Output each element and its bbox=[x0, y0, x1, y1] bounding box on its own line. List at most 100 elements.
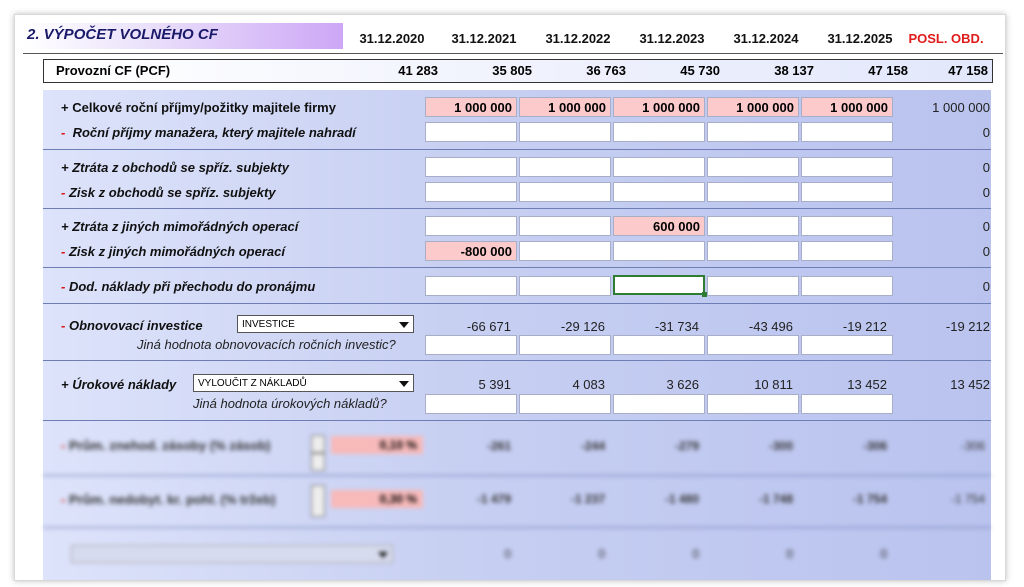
value-cell: -29 126 bbox=[560, 319, 605, 334]
chevron-down-icon bbox=[399, 322, 409, 328]
input-cell[interactable] bbox=[707, 182, 799, 202]
posl-value: 0 bbox=[982, 244, 990, 259]
input-cell[interactable] bbox=[425, 394, 517, 414]
input-cell[interactable] bbox=[801, 157, 893, 177]
input-cell[interactable] bbox=[801, 122, 893, 142]
header-date-2024: 31.12.2024 bbox=[733, 31, 799, 46]
input-cell[interactable] bbox=[519, 241, 611, 261]
blurred-value: -306 bbox=[862, 439, 887, 453]
header-date-2022: 31.12.2022 bbox=[545, 31, 611, 46]
input-cell[interactable]: 1 000 000 bbox=[613, 97, 705, 117]
input-cell[interactable] bbox=[613, 122, 705, 142]
input-cell[interactable] bbox=[707, 216, 799, 236]
header-date-2020: 31.12.2020 bbox=[359, 31, 425, 46]
dropdown-value: VYLOUČIT Z NÁKLADŮ bbox=[198, 378, 307, 389]
input-cell[interactable] bbox=[801, 394, 893, 414]
stepper-up[interactable] bbox=[311, 435, 325, 453]
investice-dropdown[interactable]: INVESTICE bbox=[237, 315, 414, 333]
input-cell[interactable] bbox=[707, 241, 799, 261]
blurred-value: -1 748 bbox=[758, 492, 793, 506]
input-cell[interactable] bbox=[613, 335, 705, 355]
input-cell[interactable] bbox=[519, 157, 611, 177]
section-title-text: 2. VÝPOČET VOLNÉHO CF bbox=[27, 26, 218, 43]
row-label-zisk-spriz: - Zisk z obchodů se spříz. subjekty bbox=[61, 185, 276, 200]
input-cell[interactable] bbox=[519, 394, 611, 414]
blurred-value: -300 bbox=[768, 439, 793, 453]
input-cell[interactable] bbox=[707, 335, 799, 355]
input-cell[interactable] bbox=[425, 335, 517, 355]
selected-cell[interactable] bbox=[613, 275, 707, 297]
group-divider bbox=[43, 149, 991, 150]
blurred-zero: 0 bbox=[692, 547, 699, 561]
group-divider bbox=[43, 527, 991, 528]
input-cell[interactable]: 1 000 000 bbox=[519, 97, 611, 117]
input-cell[interactable] bbox=[801, 335, 893, 355]
chevron-down-icon bbox=[399, 381, 409, 387]
input-cell[interactable] bbox=[519, 216, 611, 236]
input-cell[interactable]: 1 000 000 bbox=[425, 97, 517, 117]
blurred-zero: 0 bbox=[598, 547, 605, 561]
pct-input[interactable]: 0,10 % bbox=[331, 436, 423, 454]
input-cell[interactable] bbox=[519, 276, 611, 296]
chevron-down-icon bbox=[378, 552, 388, 558]
input-cell[interactable]: -800 000 bbox=[425, 241, 517, 261]
input-cell[interactable] bbox=[425, 216, 517, 236]
value-cell: 4 083 bbox=[572, 377, 605, 392]
posl-value: 0 bbox=[982, 160, 990, 175]
value-cell: -19 212 bbox=[842, 319, 887, 334]
row-label-urok: + Úrokové náklady bbox=[61, 377, 177, 392]
pcf-value: 38 137 bbox=[774, 63, 814, 78]
input-cell[interactable] bbox=[707, 122, 799, 142]
row-label-zisk-jine: - Zisk z jiných mimořádných operací bbox=[61, 244, 285, 259]
input-cell[interactable] bbox=[425, 122, 517, 142]
input-cell[interactable] bbox=[801, 276, 893, 296]
input-cell[interactable] bbox=[425, 182, 517, 202]
header-date-2023: 31.12.2023 bbox=[639, 31, 705, 46]
input-cell[interactable] bbox=[425, 276, 517, 296]
input-cell[interactable] bbox=[801, 241, 893, 261]
posl-value: 0 bbox=[982, 219, 990, 234]
row-label-manazer: - Roční příjmy manažera, který majitele … bbox=[61, 125, 356, 140]
input-cell[interactable]: 1 000 000 bbox=[801, 97, 893, 117]
input-cell[interactable] bbox=[613, 182, 705, 202]
input-cell[interactable] bbox=[519, 122, 611, 142]
input-cell[interactable] bbox=[707, 394, 799, 414]
value-cell: 5 391 bbox=[478, 377, 511, 392]
input-cell[interactable] bbox=[707, 157, 799, 177]
row-label-ztrata-jine: + Ztráta z jiných mimořádných operací bbox=[61, 219, 299, 234]
value-cell: -66 671 bbox=[466, 319, 511, 334]
input-cell[interactable] bbox=[519, 182, 611, 202]
input-cell[interactable] bbox=[425, 157, 517, 177]
input-cell[interactable] bbox=[801, 216, 893, 236]
row-label-prijmy: + Celkové roční příjmy/požitky majitele … bbox=[61, 100, 336, 115]
group-divider bbox=[43, 475, 991, 476]
dropdown-value: INVESTICE bbox=[242, 319, 295, 330]
input-cell[interactable] bbox=[613, 394, 705, 414]
input-cell[interactable] bbox=[707, 276, 799, 296]
input-cell[interactable] bbox=[613, 157, 705, 177]
row-label-dod-naklady: - Dod. náklady při přechodu do pronájmu bbox=[61, 279, 316, 294]
input-cell[interactable] bbox=[613, 241, 705, 261]
urok-dropdown[interactable]: VYLOUČIT Z NÁKLADŮ bbox=[193, 374, 414, 392]
group-divider bbox=[43, 208, 991, 209]
input-cell[interactable] bbox=[519, 335, 611, 355]
input-cell[interactable]: 600 000 bbox=[613, 216, 705, 236]
pct-input[interactable]: 0,30 % bbox=[331, 490, 423, 508]
blurred-posl: -306 bbox=[960, 439, 985, 453]
value-cell: 10 811 bbox=[754, 377, 793, 392]
stepper[interactable] bbox=[311, 485, 325, 517]
input-cell[interactable]: 1 000 000 bbox=[707, 97, 799, 117]
posl-value: 0 bbox=[982, 185, 990, 200]
group-divider bbox=[43, 360, 991, 361]
spreadsheet-frame: 2. VÝPOČET VOLNÉHO CF 31.12.2020 31.12.2… bbox=[14, 14, 1006, 581]
pcf-value: 47 158 bbox=[868, 63, 908, 78]
posl-value: -19 212 bbox=[945, 319, 990, 334]
input-cell[interactable] bbox=[801, 182, 893, 202]
blurred-value: -261 bbox=[486, 439, 511, 453]
stepper-down[interactable] bbox=[311, 453, 325, 471]
row-label-pohl: - Prům. nedobyt. kr. pohl. (% tržeb) bbox=[61, 492, 276, 507]
header-posl-obd: POSL. OBD. bbox=[908, 31, 984, 46]
header-date-2021: 31.12.2021 bbox=[451, 31, 517, 46]
blurred-value: -1 479 bbox=[476, 492, 511, 506]
blurred-dropdown[interactable] bbox=[71, 545, 393, 563]
